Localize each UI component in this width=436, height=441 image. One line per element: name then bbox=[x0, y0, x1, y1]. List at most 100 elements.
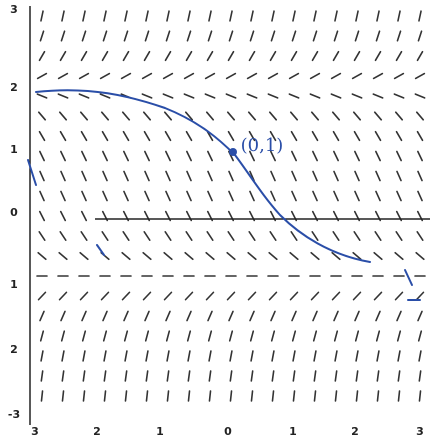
slope-segment bbox=[100, 291, 110, 301]
slope-segment bbox=[417, 330, 423, 342]
slope-segment bbox=[291, 310, 297, 322]
slope-segment bbox=[311, 50, 319, 62]
slope-segment bbox=[226, 291, 236, 301]
slope-segment bbox=[124, 350, 128, 362]
slope-segment bbox=[60, 150, 66, 162]
slope-segment bbox=[418, 370, 422, 382]
slope-segment bbox=[397, 370, 401, 382]
slope-segment bbox=[354, 310, 360, 322]
slope-segment bbox=[269, 231, 277, 241]
slope-segment bbox=[291, 190, 297, 202]
slope-segment bbox=[334, 390, 338, 402]
slope-segment bbox=[290, 231, 298, 241]
slope-segment bbox=[164, 231, 172, 241]
slope-segment bbox=[375, 330, 381, 342]
slope-segment bbox=[59, 130, 67, 142]
slope-segment bbox=[333, 310, 339, 322]
slope-segment bbox=[58, 111, 68, 121]
x-axis-label: 1 bbox=[289, 425, 297, 438]
slope-segment bbox=[269, 50, 277, 62]
slope-segment bbox=[312, 190, 318, 202]
slope-segment bbox=[269, 130, 277, 142]
pen-stroke bbox=[27, 159, 37, 186]
slope-segment bbox=[418, 350, 422, 362]
slope-segment bbox=[40, 390, 44, 402]
slope-segment bbox=[331, 111, 341, 121]
slope-segment bbox=[250, 370, 254, 382]
slope-segment bbox=[270, 190, 276, 202]
slope-segment bbox=[312, 330, 318, 342]
slope-segment bbox=[354, 150, 360, 162]
slope-segment bbox=[186, 330, 192, 342]
slope-segment bbox=[165, 150, 171, 162]
y-axis-label: 2 bbox=[10, 343, 18, 356]
slope-segment bbox=[247, 251, 257, 261]
slope-segment bbox=[186, 150, 192, 162]
slope-segment bbox=[80, 210, 88, 222]
slope-segment bbox=[103, 370, 107, 382]
slope-segment bbox=[354, 190, 360, 202]
slope-segment bbox=[229, 350, 233, 362]
slope-segment bbox=[184, 291, 194, 301]
slope-segment bbox=[124, 370, 128, 382]
slope-segment bbox=[205, 251, 215, 261]
slope-segment bbox=[354, 330, 360, 342]
slope-segment bbox=[290, 50, 298, 62]
slope-segment bbox=[229, 390, 233, 402]
slope-segment bbox=[416, 50, 424, 62]
slope-segment bbox=[100, 111, 110, 121]
slope-segment bbox=[39, 190, 45, 202]
slope-segment bbox=[123, 30, 129, 42]
slope-segment bbox=[163, 291, 173, 301]
slope-segment bbox=[101, 50, 109, 62]
slope-segment bbox=[59, 50, 67, 62]
pen-stroke bbox=[96, 244, 105, 256]
y-axis-label: 1 bbox=[10, 278, 18, 291]
slope-segment bbox=[81, 170, 87, 182]
slope-segment bbox=[208, 10, 212, 22]
slope-segment bbox=[334, 10, 338, 22]
slope-segment bbox=[291, 170, 297, 182]
slope-segment bbox=[291, 330, 297, 342]
slope-segment bbox=[121, 111, 131, 121]
slope-segment bbox=[143, 50, 151, 62]
slope-segment bbox=[36, 72, 48, 80]
x-axis-label: 0 bbox=[224, 425, 232, 438]
slope-segment bbox=[415, 111, 425, 121]
slope-segment bbox=[79, 251, 89, 261]
slope-segment bbox=[397, 390, 401, 402]
slope-segment bbox=[38, 50, 46, 62]
slope-segment bbox=[208, 350, 212, 362]
slope-segment bbox=[122, 50, 130, 62]
slope-segment bbox=[313, 10, 317, 22]
slope-segment bbox=[80, 130, 88, 142]
annotation: (0,1) bbox=[241, 135, 284, 156]
slope-segment bbox=[101, 231, 109, 241]
slope-segment bbox=[311, 130, 319, 142]
slope-segment bbox=[249, 190, 255, 202]
slope-segment bbox=[123, 310, 129, 322]
slope-segment bbox=[207, 310, 213, 322]
slope-segment bbox=[79, 291, 89, 301]
slope-segment bbox=[57, 72, 69, 80]
slope-segment bbox=[80, 50, 88, 62]
slope-segment bbox=[313, 350, 317, 362]
slope-segment bbox=[81, 310, 87, 322]
slope-segment bbox=[102, 330, 108, 342]
slope-segment bbox=[373, 111, 383, 121]
slope-segment bbox=[373, 291, 383, 301]
slope-segment bbox=[228, 170, 234, 182]
slope-segment bbox=[312, 310, 318, 322]
slope-segment bbox=[186, 170, 192, 182]
solution-curve bbox=[35, 89, 236, 156]
slope-segment bbox=[39, 310, 45, 322]
slope-segment bbox=[334, 370, 338, 382]
slope-segment bbox=[418, 390, 422, 402]
slope-segment bbox=[351, 93, 363, 99]
slope-segment bbox=[165, 330, 171, 342]
slope-segment bbox=[351, 72, 363, 80]
slope-segment bbox=[355, 10, 359, 22]
slope-segment bbox=[313, 370, 317, 382]
slope-segment bbox=[143, 231, 151, 241]
